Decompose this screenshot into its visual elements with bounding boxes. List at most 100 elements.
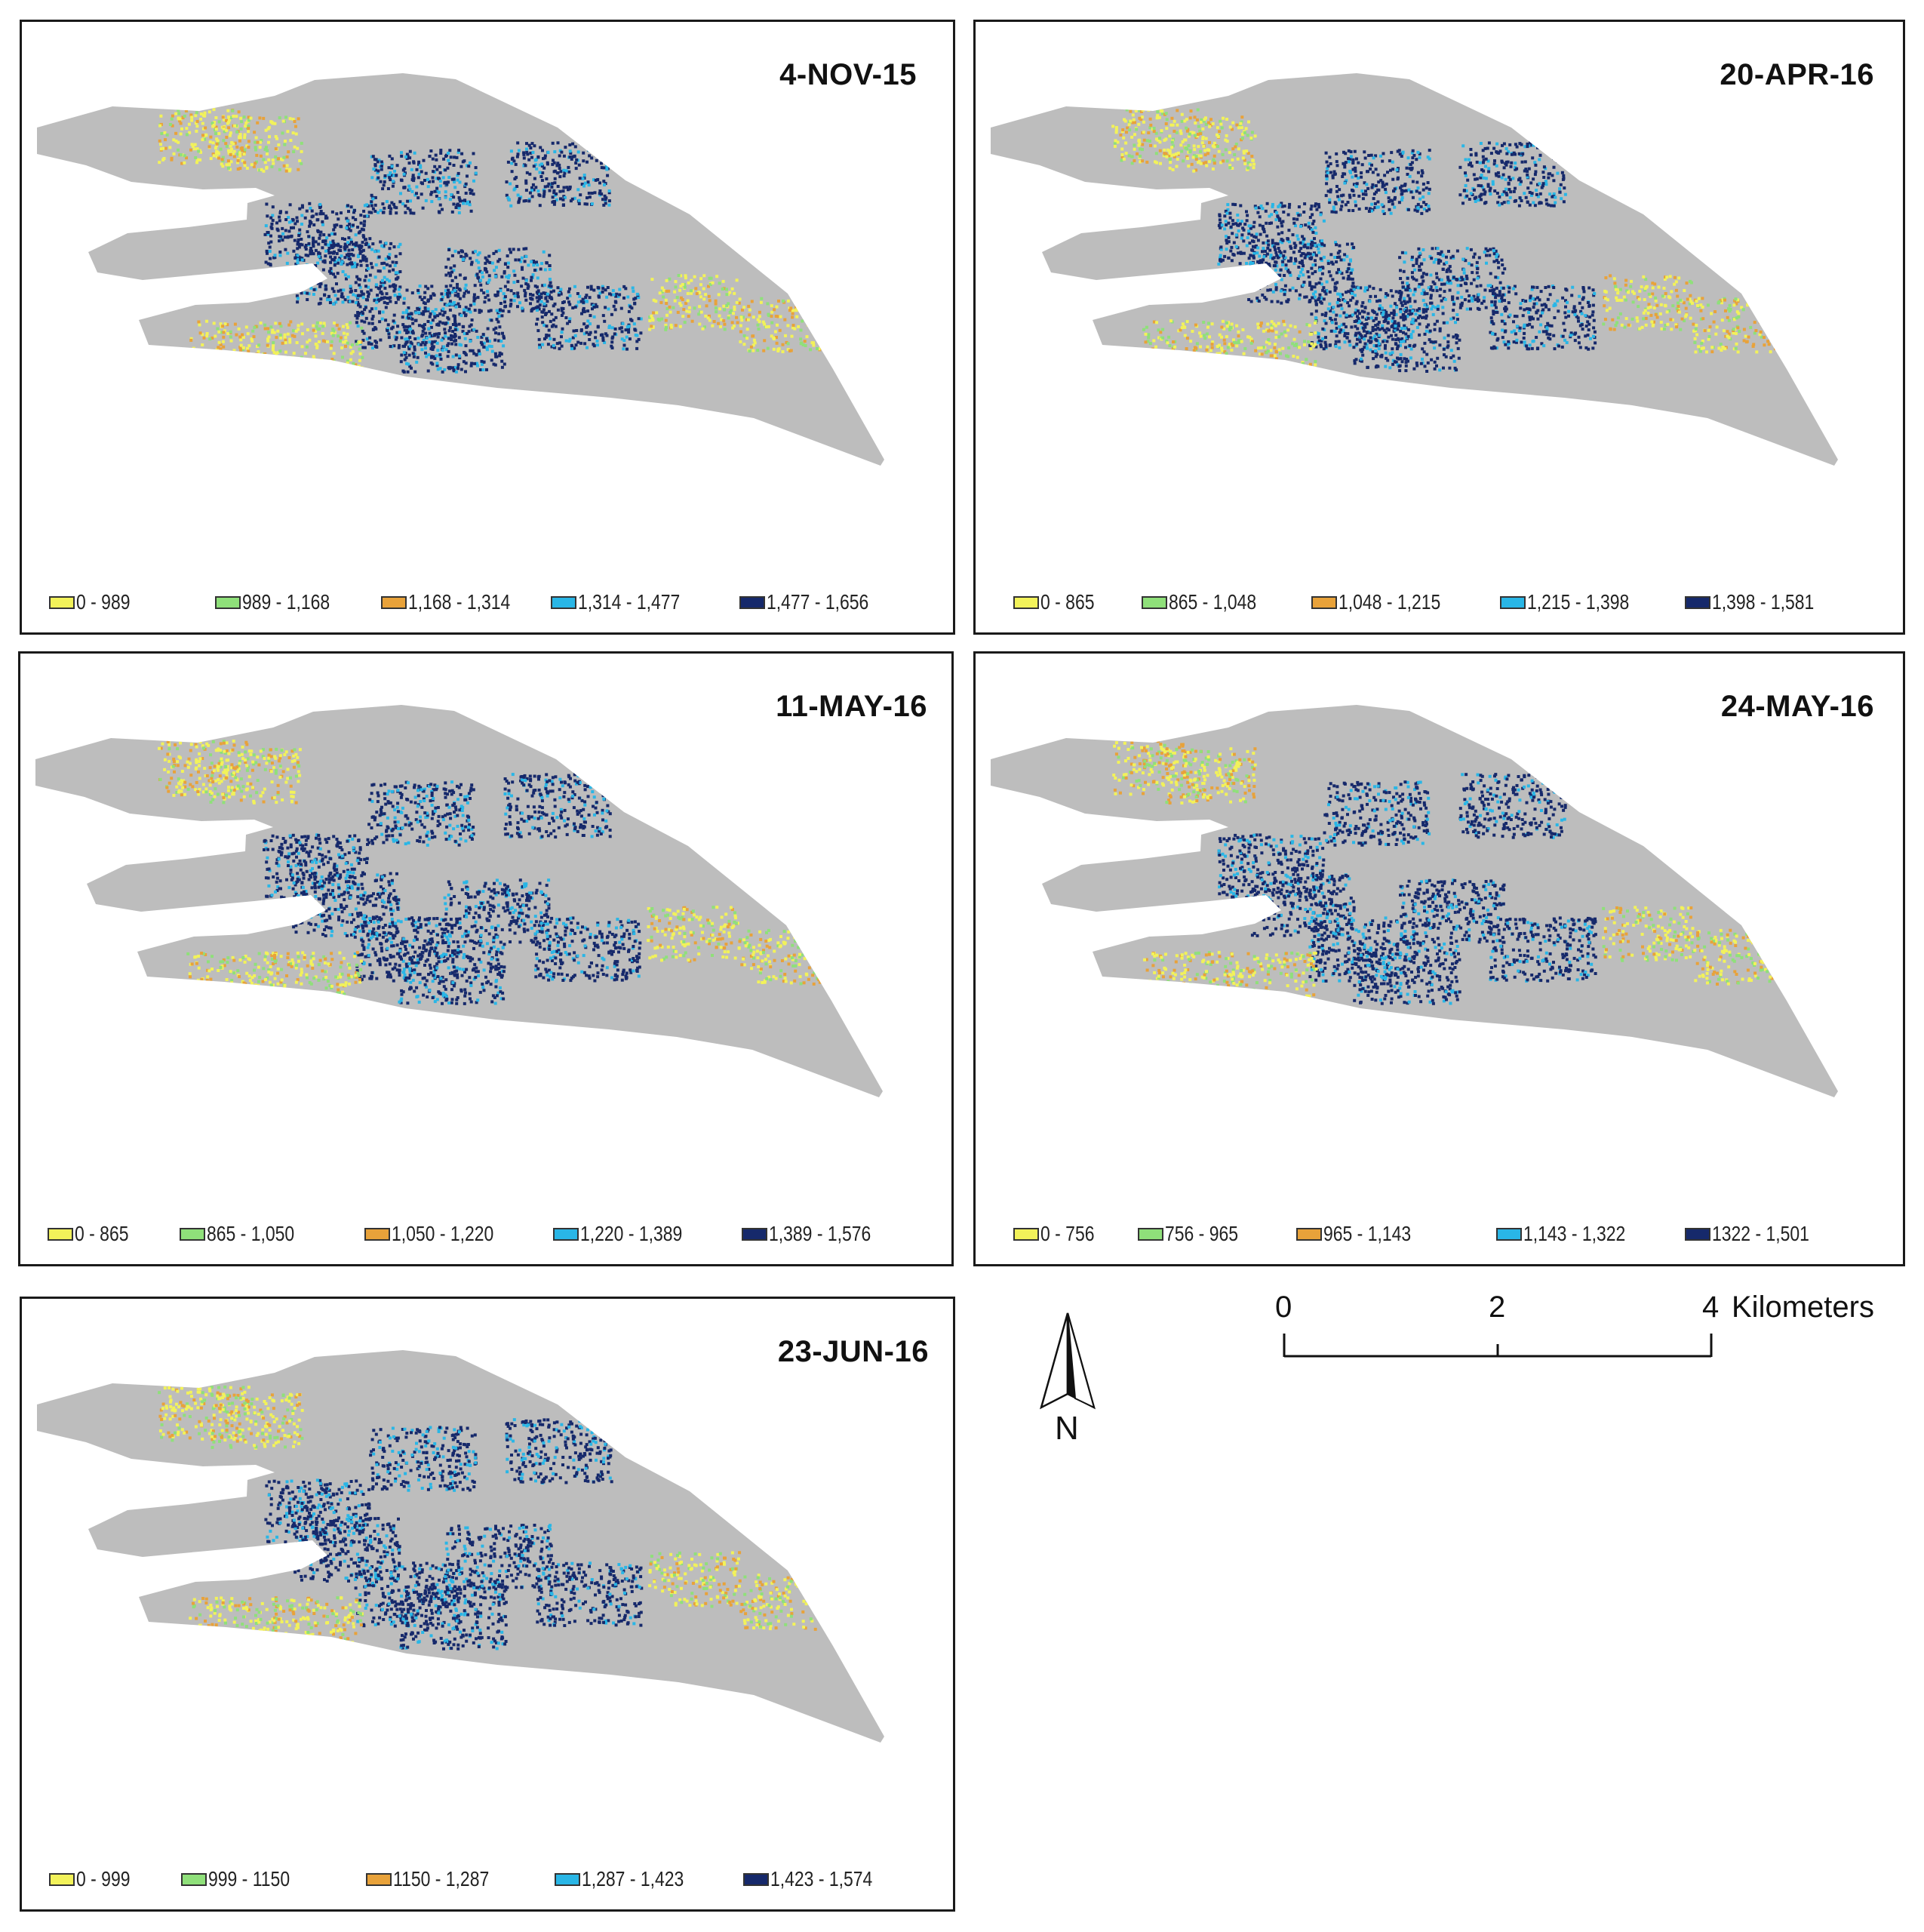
map-panel-2: 20-APR-16 0 - 865 865 - 1,048 1,048 - 1,… <box>973 20 1905 635</box>
legend-swatch <box>1138 1227 1163 1241</box>
legend-label: 1,220 - 1,389 <box>580 1222 683 1245</box>
map-canvas <box>991 73 1838 466</box>
map-panel-3: 11-MAY-16 0 - 865 865 - 1,050 1,050 - 1,… <box>18 651 954 1266</box>
scale-unit-label: Kilometers <box>1732 1291 1874 1324</box>
legend-swatch <box>553 1227 579 1241</box>
legend-item: 1,389 - 1,576 <box>742 1217 893 1251</box>
legend-item: 865 - 1,050 <box>180 1217 314 1251</box>
legend-label: 0 - 989 <box>76 590 131 614</box>
legend-label: 1,050 - 1,220 <box>392 1222 494 1245</box>
map-canvas <box>37 1350 884 1743</box>
land-area <box>37 1350 884 1743</box>
legend-item: 756 - 965 <box>1138 1217 1254 1251</box>
legend-item: 1,287 - 1,423 <box>555 1863 706 1896</box>
land-area <box>991 705 1838 1097</box>
legend-swatch <box>743 1872 769 1886</box>
legend-item: 1,143 - 1,322 <box>1496 1217 1648 1251</box>
legend-swatch <box>1013 595 1039 609</box>
legend-label: 1,143 - 1,322 <box>1523 1222 1626 1245</box>
legend-label: 0 - 865 <box>1040 590 1095 614</box>
map-panel-4: 24-MAY-16 0 - 756 756 - 965 965 - 1,143 … <box>973 651 1905 1266</box>
legend: 0 - 756 756 - 965 965 - 1,143 1,143 - 1,… <box>1013 1217 1919 1251</box>
legend-swatch <box>1500 595 1526 609</box>
legend-swatch <box>180 1227 205 1241</box>
panel-date: 20-APR-16 <box>1720 58 1874 91</box>
scale-bar-line <box>1283 1334 1713 1358</box>
legend-swatch <box>1685 595 1710 609</box>
classified-raster <box>1112 740 1786 1008</box>
legend-swatch <box>742 1227 767 1241</box>
legend-item: 0 - 865 <box>48 1217 140 1251</box>
legend-swatch <box>739 595 765 609</box>
legend-swatch <box>215 595 241 609</box>
scale-tick-label: 4 <box>1702 1291 1720 1324</box>
legend-label: 1150 - 1,287 <box>393 1867 490 1890</box>
legend-label: 999 - 1150 <box>208 1867 290 1890</box>
legend-item: 0 - 756 <box>1013 1217 1106 1251</box>
classified-raster <box>158 740 831 1008</box>
legend-item: 0 - 865 <box>1013 586 1106 619</box>
legend-swatch <box>48 1227 73 1241</box>
legend-item: 999 - 1150 <box>181 1863 308 1896</box>
legend-label: 1,287 - 1,423 <box>582 1867 684 1890</box>
legend: 0 - 865 865 - 1,048 1,048 - 1,215 1,215 … <box>1013 586 1919 619</box>
legend-swatch <box>181 1872 207 1886</box>
legend-label: 0 - 999 <box>76 1867 131 1890</box>
legend-label: 1,168 - 1,314 <box>408 590 511 614</box>
legend-swatch <box>1296 1227 1322 1241</box>
map-panel-1: 4-NOV-15 0 - 989 989 - 1,168 1,168 - 1,3… <box>20 20 955 635</box>
legend-label: 989 - 1,168 <box>242 590 330 614</box>
legend-swatch <box>364 1227 390 1241</box>
north-arrow-icon <box>1040 1312 1096 1410</box>
legend-item: 1,423 - 1,574 <box>743 1863 895 1896</box>
legend-label: 1,398 - 1,581 <box>1712 590 1815 614</box>
legend-label: 1,314 - 1,477 <box>578 590 681 614</box>
legend-swatch <box>1311 595 1337 609</box>
legend-label: 756 - 965 <box>1165 1222 1239 1245</box>
legend-item: 1,398 - 1,581 <box>1685 586 1836 619</box>
scale-tick-label: 0 <box>1275 1291 1292 1324</box>
legend-item: 1150 - 1,287 <box>366 1863 510 1896</box>
legend-swatch <box>1142 595 1167 609</box>
legend-item: 1,048 - 1,215 <box>1311 586 1463 619</box>
scale-bar: 0 2 4 Kilometers <box>1260 1287 1909 1377</box>
legend: 0 - 865 865 - 1,050 1,050 - 1,220 1,220 … <box>48 1217 953 1251</box>
panel-date: 24-MAY-16 <box>1720 690 1874 723</box>
legend-item: 1,314 - 1,477 <box>551 586 702 619</box>
legend-item: 989 - 1,168 <box>215 586 349 619</box>
map-panel-5: 23-JUN-16 0 - 999 999 - 1150 1150 - 1,28… <box>20 1297 955 1912</box>
legend-label: 1,423 - 1,574 <box>770 1867 873 1890</box>
legend-label: 1,477 - 1,656 <box>767 590 869 614</box>
legend-label: 865 - 1,048 <box>1169 590 1257 614</box>
map-canvas <box>991 705 1838 1097</box>
legend-label: 1,048 - 1,215 <box>1339 590 1441 614</box>
legend-item: 0 - 989 <box>49 586 142 619</box>
legend-swatch <box>1013 1227 1039 1241</box>
legend: 0 - 999 999 - 1150 1150 - 1,287 1,287 - … <box>49 1863 954 1896</box>
legend-item: 1,215 - 1,398 <box>1500 586 1652 619</box>
legend-label: 0 - 865 <box>75 1222 129 1245</box>
panel-date: 23-JUN-16 <box>777 1335 929 1368</box>
north-label: N <box>1055 1410 1079 1447</box>
scale-tick-label: 2 <box>1489 1291 1506 1324</box>
legend-label: 1,389 - 1,576 <box>769 1222 871 1245</box>
legend-swatch <box>366 1872 392 1886</box>
legend-item: 1,220 - 1,389 <box>553 1217 705 1251</box>
legend-swatch <box>555 1872 580 1886</box>
legend-label: 865 - 1,050 <box>207 1222 295 1245</box>
legend-swatch <box>1496 1227 1522 1241</box>
land-area <box>37 73 884 466</box>
map-canvas <box>35 705 883 1097</box>
legend-label: 1,215 - 1,398 <box>1527 590 1630 614</box>
legend-item: 1322 - 1,501 <box>1685 1217 1830 1251</box>
legend-item: 1,050 - 1,220 <box>364 1217 516 1251</box>
legend-label: 0 - 756 <box>1040 1222 1095 1245</box>
panel-date: 4-NOV-15 <box>779 58 917 91</box>
legend-swatch <box>381 595 407 609</box>
legend-item: 1,477 - 1,656 <box>739 586 891 619</box>
legend-swatch <box>49 1872 75 1886</box>
legend-item: 865 - 1,048 <box>1142 586 1276 619</box>
land-area <box>35 705 883 1097</box>
legend: 0 - 989 989 - 1,168 1,168 - 1,314 1,314 … <box>49 586 954 619</box>
legend-item: 965 - 1,143 <box>1296 1217 1431 1251</box>
